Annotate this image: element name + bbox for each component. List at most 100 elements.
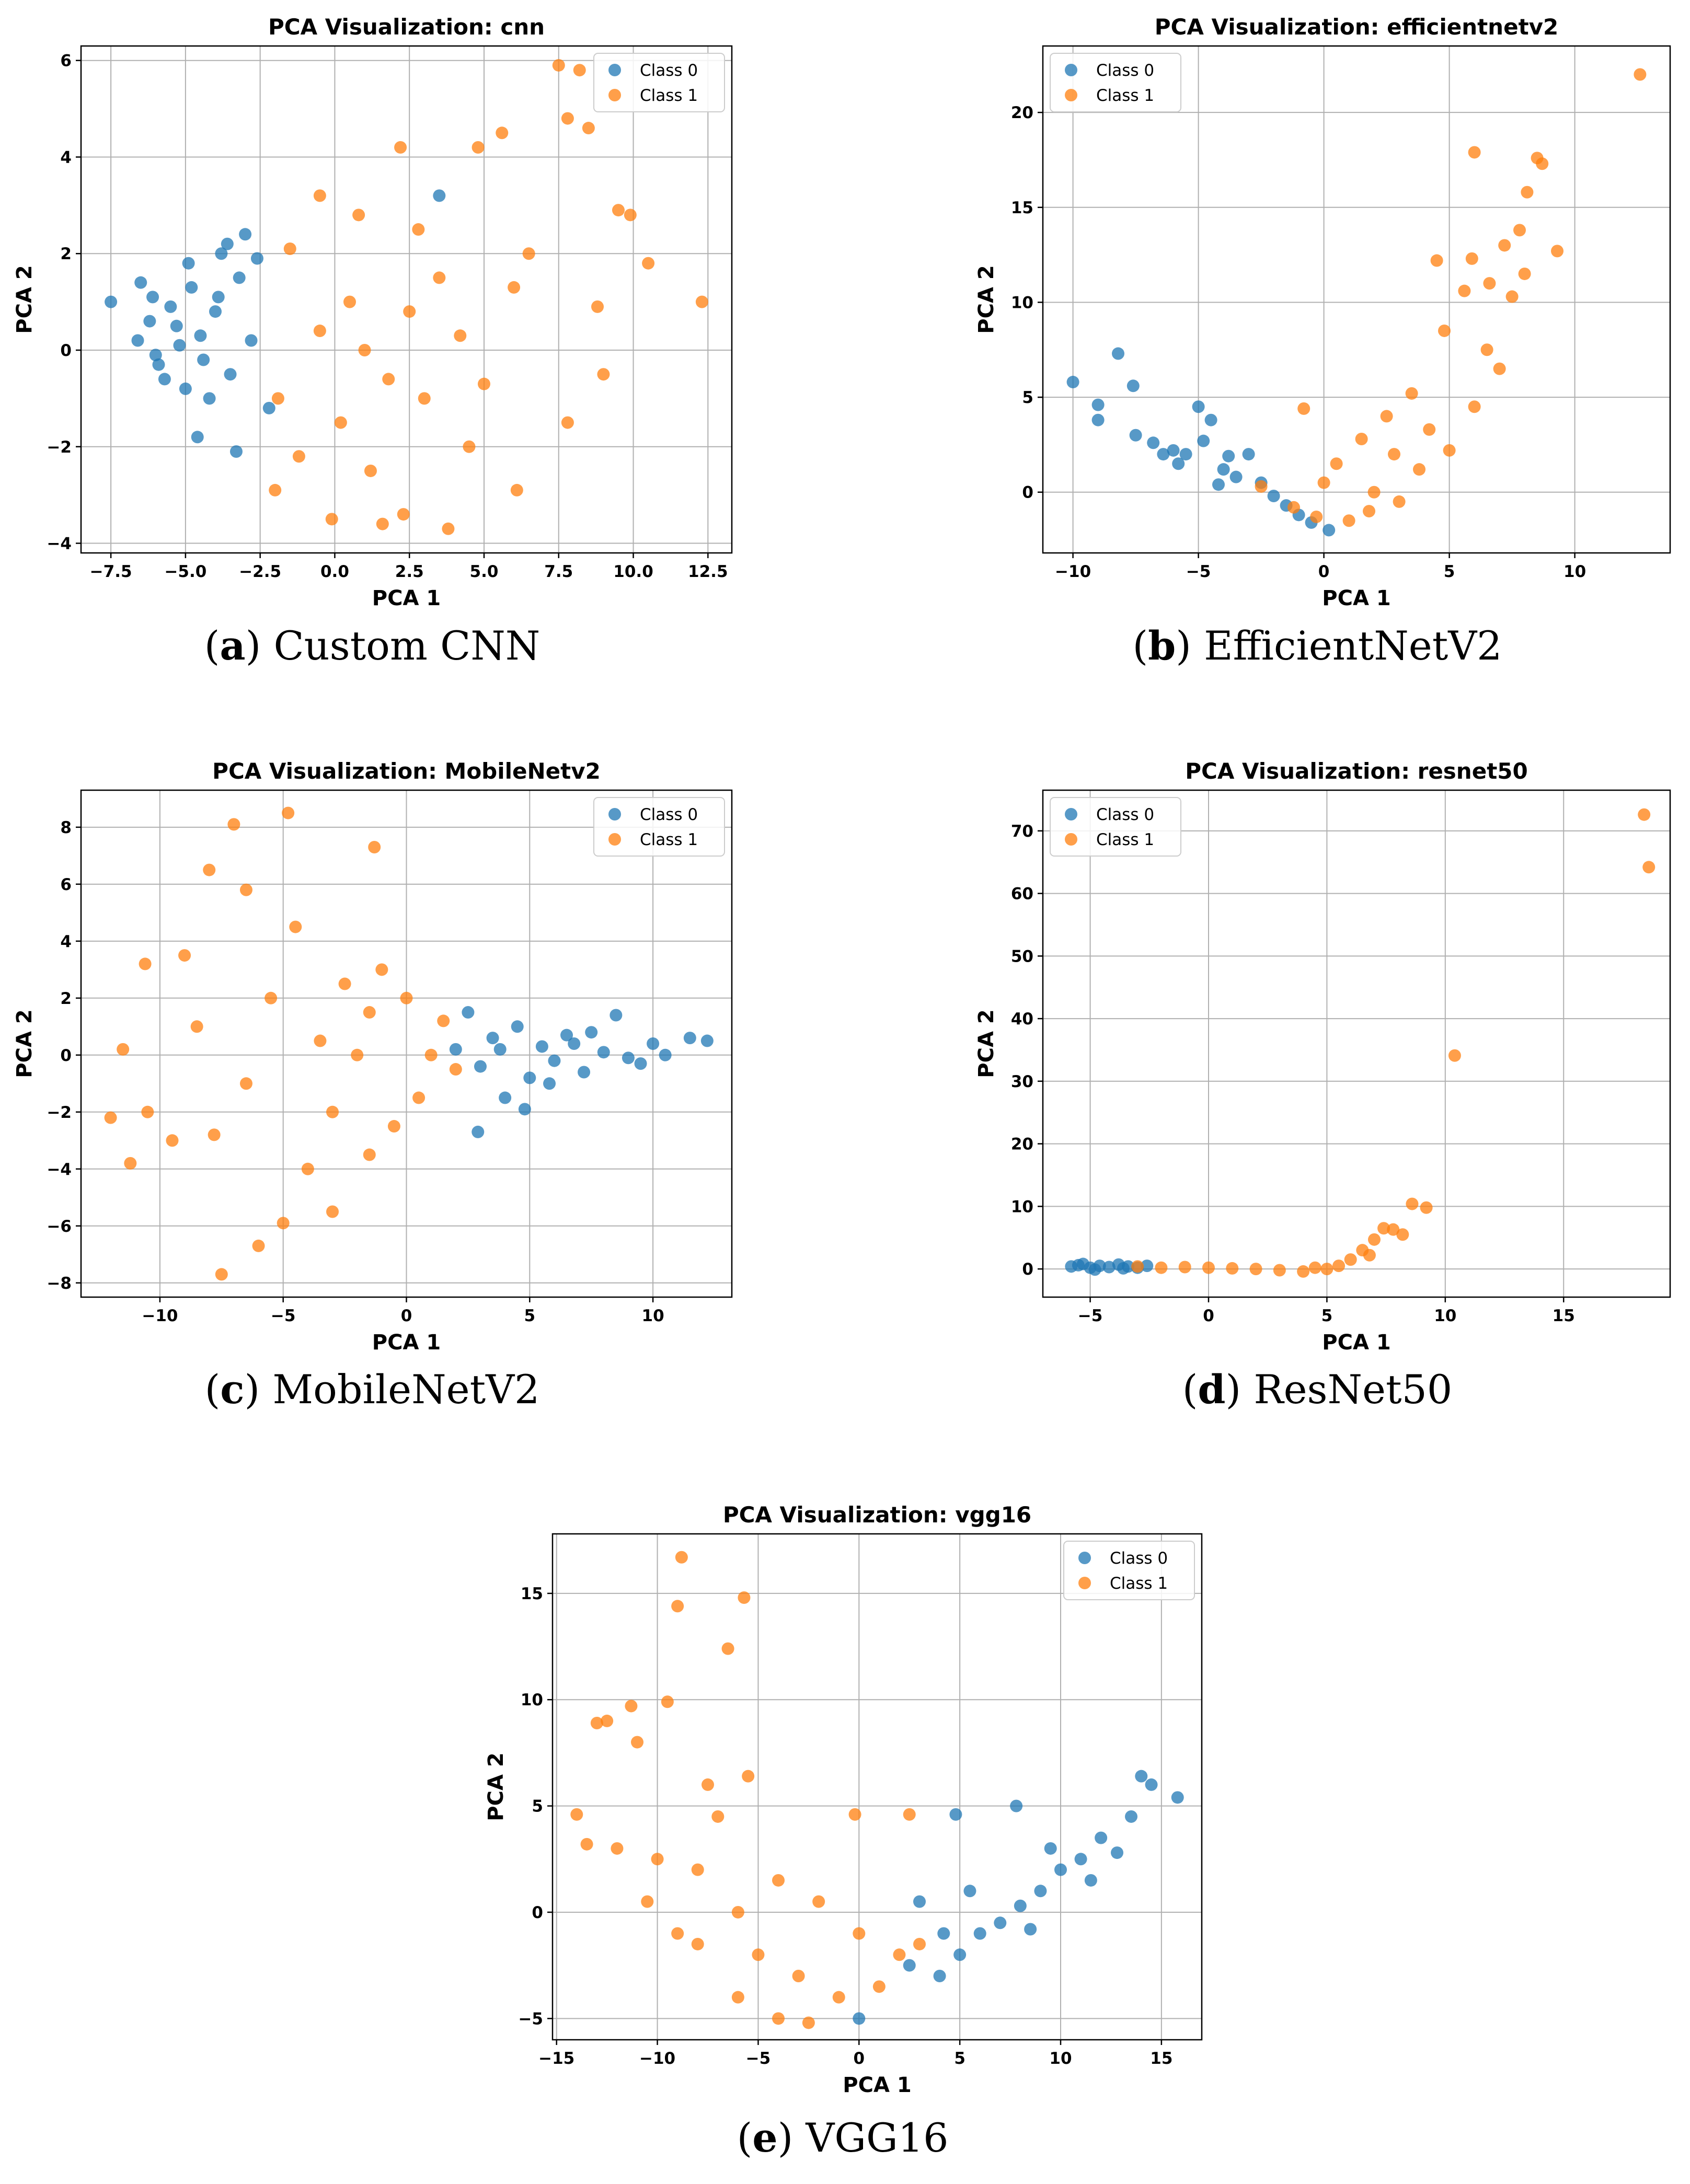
legend-marker-class-1: [1078, 1577, 1091, 1589]
scatter-point-class-1: [139, 957, 152, 970]
chart-panel-4: −15 −10 −5 0 5 10 15 −5 0 5 10 15 PCA Visualization:…: [484, 1502, 1203, 2161]
scatter-point-class-1: [351, 1048, 364, 1061]
scatter-point-class-1: [1420, 1201, 1433, 1214]
y-axis-label: PCA 2: [484, 1752, 508, 1821]
legend: Class 0 Class 1: [593, 53, 725, 112]
scatter-point-class-0: [245, 334, 258, 347]
scatter-point-class-0: [1010, 1799, 1023, 1812]
scatter-point-class-1: [582, 122, 595, 135]
x-tick-label: 5.0: [470, 562, 499, 581]
scatter-point-class-1: [387, 1120, 400, 1133]
y-tick-label: −4: [47, 1160, 72, 1179]
scatter-point-class-0: [568, 1037, 581, 1050]
subfigure-caption: (e) VGG16: [737, 2114, 949, 2161]
y-tick-label: 15: [1011, 199, 1033, 217]
x-tick-label: −7.5: [90, 562, 132, 581]
scatter-point-class-0: [1217, 463, 1230, 476]
legend-label: Class 0: [640, 805, 698, 824]
scatter-point-class-1: [352, 209, 365, 222]
scatter-point-class-1: [721, 1642, 734, 1655]
scatter-point-class-1: [1423, 423, 1436, 436]
scatter-point-class-0: [143, 315, 156, 328]
y-tick-label: 0: [1022, 483, 1033, 502]
scatter-point-class-1: [433, 271, 446, 284]
x-tick-label: 0: [401, 1307, 412, 1325]
scatter-point-class-1: [597, 368, 610, 381]
x-tick-label: 15: [1553, 1307, 1575, 1325]
x-tick-label: 0.0: [320, 562, 349, 581]
scatter-point-class-1: [1406, 1197, 1419, 1210]
legend-label: Class 0: [1096, 805, 1154, 824]
y-tick-label: 5: [532, 1797, 543, 1816]
x-tick-label: 0: [1318, 562, 1330, 581]
scatter-point-class-0: [535, 1040, 548, 1053]
scatter-point-class-1: [418, 392, 431, 405]
scatter-point-class-1: [1468, 146, 1481, 159]
y-tick-label: 0: [60, 1046, 72, 1065]
legend-label: Class 1: [1110, 1574, 1168, 1593]
scatter-point-class-0: [1242, 448, 1255, 461]
scatter-point-class-1: [190, 1020, 203, 1033]
scatter-point-class-1: [651, 1853, 664, 1866]
scatter-point-class-1: [1310, 510, 1323, 523]
legend: Class 0 Class 1: [1050, 797, 1181, 857]
scatter-point-class-1: [1131, 1260, 1144, 1273]
scatter-point-class-1: [289, 920, 302, 933]
scatter-point-class-1: [691, 1937, 704, 1950]
y-tick-label: 40: [1011, 1010, 1033, 1029]
legend-label: Class 0: [1096, 61, 1154, 80]
scatter-point-class-0: [1095, 1831, 1108, 1844]
scatter-point-class-0: [1157, 448, 1170, 461]
scatter-point-class-1: [1498, 239, 1511, 252]
scatter-point-class-1: [239, 1077, 252, 1090]
x-tick-label: 10: [1563, 562, 1586, 581]
scatter-point-class-1: [203, 863, 216, 876]
x-axis-label: PCA 1: [372, 1331, 441, 1355]
scatter-point-class-1: [848, 1808, 861, 1821]
chart-title: PCA Visualization: vgg16: [723, 1502, 1031, 1528]
legend: Class 0 Class 1: [1063, 1541, 1195, 1600]
scatter-point-class-0: [1074, 1853, 1087, 1866]
scatter-point-class-1: [591, 300, 604, 313]
chart-title: PCA Visualization: efficientnetv2: [1155, 14, 1559, 40]
scatter-point-class-1: [611, 1842, 624, 1855]
scatter-point-class-0: [937, 1927, 950, 1940]
scatter-point-class-1: [1297, 1265, 1310, 1278]
scatter-point-class-0: [462, 1006, 475, 1019]
scatter-point-class-1: [124, 1157, 137, 1170]
scatter-point-class-1: [334, 416, 347, 429]
scatter-point-class-0: [152, 358, 165, 371]
scatter-point-class-1: [208, 1128, 221, 1141]
scatter-point-class-1: [1387, 1223, 1400, 1236]
scatter-point-class-1: [292, 450, 305, 463]
scatter-point-class-1: [277, 1217, 290, 1230]
scatter-point-class-1: [893, 1948, 906, 1961]
scatter-point-class-0: [853, 2012, 866, 2025]
y-tick-label: 0: [1022, 1260, 1033, 1279]
scatter-point-class-1: [671, 1927, 684, 1940]
scatter-point-class-1: [812, 1895, 825, 1908]
scatter-point-class-0: [1222, 449, 1235, 463]
x-tick-label: 15: [1150, 2049, 1172, 2068]
legend-marker-class-1: [1065, 89, 1077, 101]
scatter-point-class-0: [622, 1051, 635, 1065]
scatter-point-class-0: [1125, 1810, 1137, 1823]
y-tick-label: 0: [532, 1903, 543, 1922]
x-tick-label: −2.5: [239, 562, 281, 581]
scatter-point-class-0: [659, 1048, 672, 1061]
scatter-point-class-1: [695, 295, 708, 308]
scatter-point-class-1: [1438, 324, 1451, 337]
y-tick-label: 0: [60, 341, 72, 360]
scatter-point-class-0: [229, 445, 243, 458]
scatter-point-class-1: [552, 59, 565, 72]
scatter-point-class-1: [326, 1205, 339, 1218]
scatter-point-class-1: [1363, 505, 1375, 518]
scatter-point-class-1: [832, 1991, 845, 2004]
x-tick-label: 5: [1444, 562, 1455, 581]
x-axis-label: PCA 1: [1322, 1331, 1390, 1355]
scatter-point-class-0: [994, 1916, 1007, 1929]
scatter-point-class-1: [1344, 1253, 1357, 1266]
x-tick-label: −10: [1055, 562, 1091, 581]
chart-panel-2: −10 −5 0 5 10 −8 −6 −4 −2 0 2 4 6 8 PCA Visualization:…: [13, 758, 733, 1413]
scatter-point-class-0: [610, 1009, 623, 1022]
